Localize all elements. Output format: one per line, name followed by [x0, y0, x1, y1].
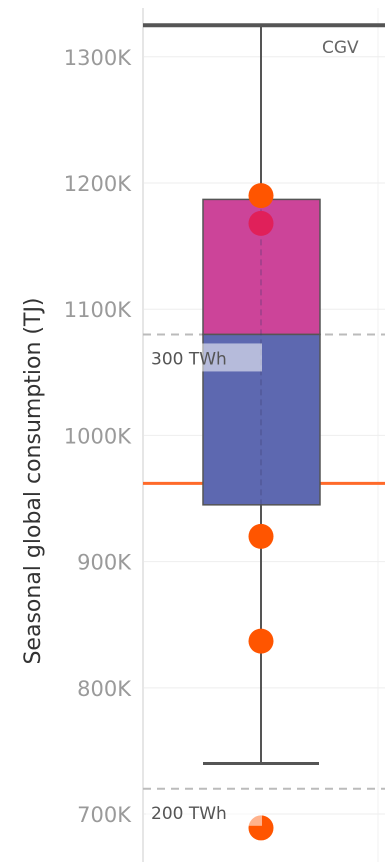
y-tick-label: 700K: [77, 803, 132, 827]
reference-label: 300 TWh: [151, 349, 227, 369]
data-point: [248, 523, 274, 549]
annotation-label: CGV: [322, 38, 359, 58]
y-axis: 700K 800K 900K 1000K 1100K 1200K 1300K Seasonal…: [21, 8, 144, 862]
y-tick-label: 900K: [77, 551, 132, 575]
y-tick-label: 1100K: [64, 298, 132, 322]
reference-label-bg: [146, 797, 262, 826]
y-tick-label: 1000K: [64, 424, 132, 448]
labels-layer: 300 TWh 200 TWh CGV: [146, 38, 359, 826]
y-axis-title: Seasonal global consumption (TJ): [21, 297, 46, 664]
data-point: [248, 210, 274, 236]
data-point: [248, 183, 274, 209]
y-tick-label: 800K: [77, 677, 132, 701]
reference-label-bg: [146, 343, 262, 372]
y-tick-label: 1200K: [64, 172, 132, 196]
reference-label: 200 TWh: [151, 804, 227, 824]
data-point: [248, 628, 274, 654]
y-tick-label: 1300K: [64, 46, 132, 70]
